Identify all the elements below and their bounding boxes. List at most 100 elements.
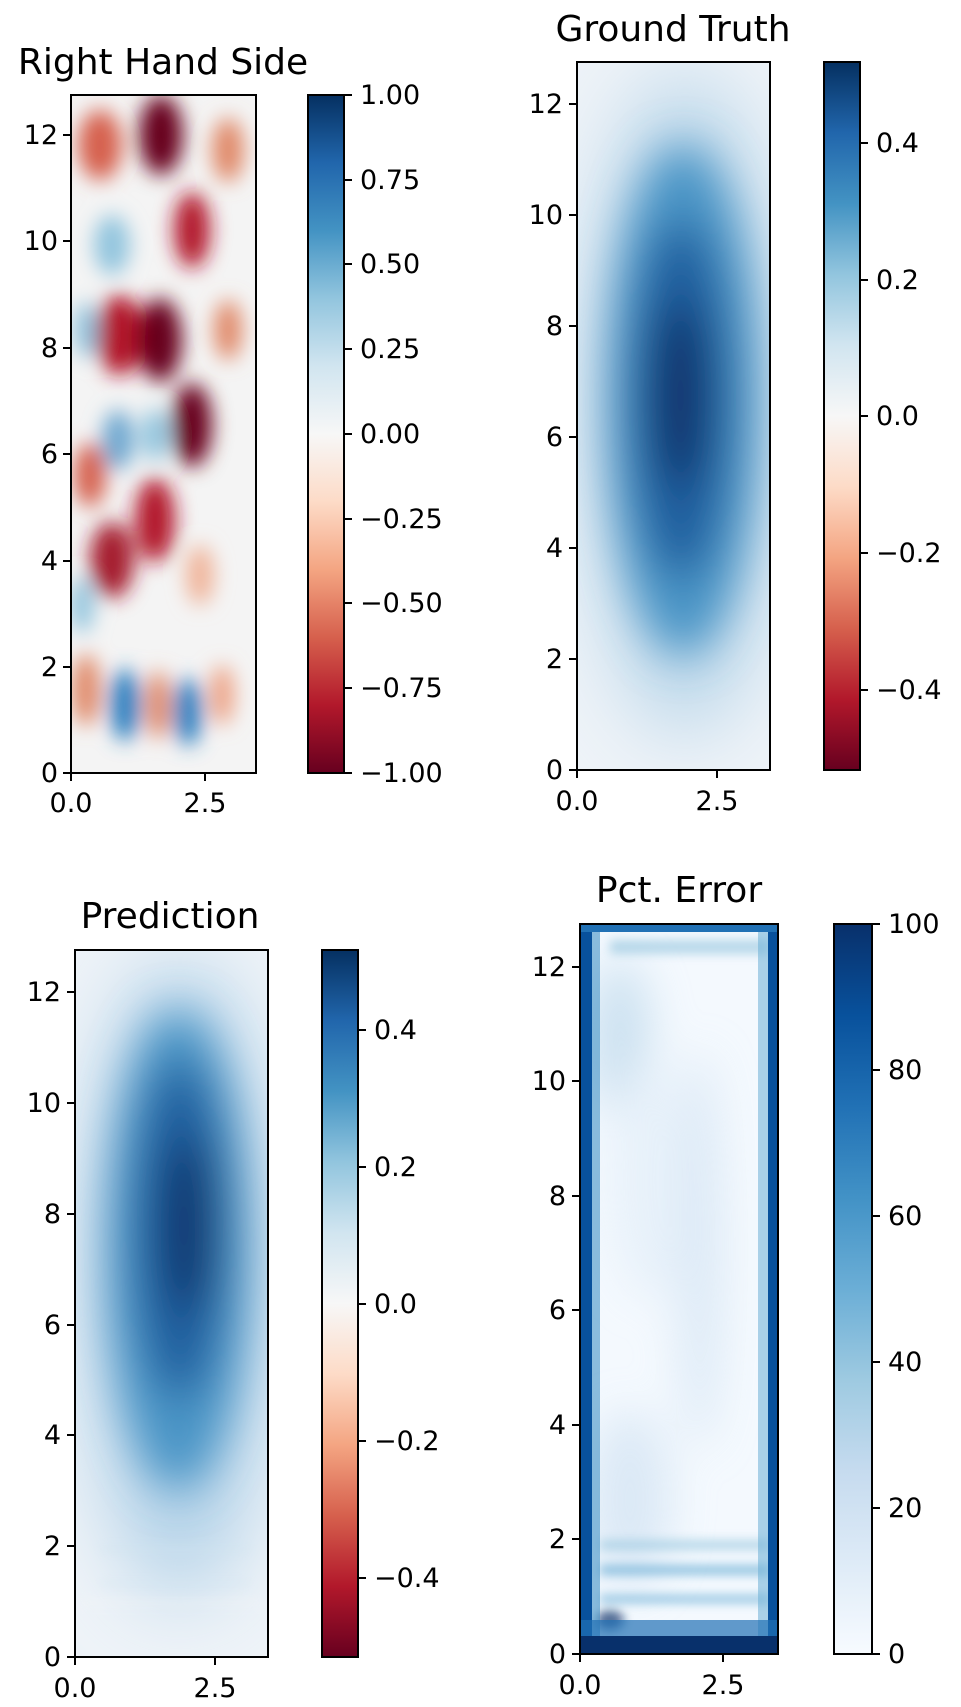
colorbar-tick-label: 100	[888, 909, 940, 940]
y-tick-label: 2	[549, 1524, 566, 1555]
colorbar-tick-label: 0.4	[876, 128, 919, 159]
y-tick-label: 4	[44, 1420, 61, 1451]
colorbar-tick-label: 0.50	[360, 249, 420, 280]
panel-prediction: Prediction 0 2 4	[27, 896, 440, 1704]
rhs-blob-pos	[102, 410, 134, 470]
colorbar-pred: 0.4 0.2 0.0 −0.2 −0.4	[321, 949, 440, 1658]
rhs-blob-pos	[174, 678, 202, 746]
colorbar-tick-label: 1.00	[360, 80, 420, 111]
y-tick-label: 0	[41, 758, 58, 789]
rhs-blob-pos	[110, 669, 140, 741]
axes-frame-err	[579, 923, 779, 1655]
rhs-blob-neg	[96, 295, 144, 375]
rhs-blob-pos	[71, 577, 94, 633]
panel-right-hand-side: Right Hand Side	[18, 42, 443, 819]
colorbar-ticks-err: 100 80 60 40 20 0	[872, 909, 940, 1670]
colorbar-tick-label: 0	[888, 1639, 905, 1670]
colorbar-tick-label: 60	[888, 1201, 922, 1232]
colorbar-tick-label: −0.25	[360, 504, 443, 535]
y-tick-label: 12	[24, 120, 58, 151]
y-tick-label: 10	[529, 200, 563, 231]
y-tick-label: 10	[27, 1088, 61, 1119]
x-tick-label: 2.5	[194, 1673, 237, 1704]
x-ticks-rhs: 0.0 2.5	[50, 773, 227, 819]
rhs-blob-pos	[94, 215, 130, 275]
axes-frame-rhs	[70, 94, 257, 774]
rhs-blob-neg	[72, 654, 100, 726]
colorbar-tick-label: 0.25	[360, 334, 420, 365]
colorbar-err: 100 80 60 40 20 0	[833, 909, 940, 1670]
panel-title-truth: Ground Truth	[555, 9, 790, 50]
colorbar-ticks-rhs: 1.00 0.75 0.50 0.25 0.00 −0.25 −0.50 −0.…	[344, 80, 443, 789]
panel-pct-error: Pct. Error	[532, 870, 940, 1701]
colorbar-truth: 0.4 0.2 0.0 −0.2 −0.4	[823, 61, 942, 771]
rhs-blob-neg	[90, 522, 134, 598]
y-tick-label: 12	[529, 89, 563, 120]
y-tick-label: 8	[546, 311, 563, 342]
colorbar-tick-label: 80	[888, 1055, 922, 1086]
heatmap-rhs	[71, 95, 256, 773]
y-tick-label: 4	[546, 533, 563, 564]
y-ticks-rhs: 0 2 4 6 8 10 12	[24, 120, 71, 789]
colorbar-tick-label: −0.2	[876, 538, 942, 569]
rhs-blob-neg	[210, 665, 234, 725]
rhs-blob-neg	[146, 671, 170, 739]
heatmap-err	[580, 924, 778, 1654]
colorbar-tick-label: −1.00	[360, 758, 443, 789]
rhs-blob-neg	[214, 300, 242, 360]
rhs-blob-neg	[138, 298, 182, 382]
axes-frame-truth	[576, 61, 771, 771]
colorbar-tick-label: 0.0	[876, 401, 919, 432]
x-tick-label: 0.0	[50, 788, 93, 819]
axes-frame-pred	[74, 949, 269, 1658]
rhs-blob-neg	[135, 478, 175, 562]
rhs-blob-neg	[174, 192, 210, 268]
y-tick-label: 10	[24, 226, 58, 257]
x-tick-label: 0.0	[559, 1670, 602, 1701]
x-ticks-pred: 0.0 2.5	[54, 1657, 237, 1704]
colorbar-tick-label: 0.2	[374, 1152, 417, 1183]
colorbar-tick-label: 0.75	[360, 165, 420, 196]
rhs-blob-neg	[186, 545, 214, 605]
y-tick-label: 2	[44, 1531, 61, 1562]
colorbar-tick-label: −0.2	[374, 1426, 440, 1457]
colorbar-ticks-truth: 0.4 0.2 0.0 −0.2 −0.4	[860, 128, 942, 706]
colorbar-tick-label: 0.00	[360, 419, 420, 450]
y-tick-label: 0	[546, 755, 563, 786]
panel-title-pred: Prediction	[81, 896, 260, 937]
colorbar-tick-label: −0.50	[360, 588, 443, 619]
y-tick-label: 8	[44, 1199, 61, 1230]
panel-title-err: Pct. Error	[596, 870, 762, 911]
rhs-blob-neg	[78, 110, 122, 180]
colorbar-tick-label: −0.4	[374, 1563, 440, 1594]
y-tick-label: 8	[549, 1181, 566, 1212]
heatmap-pred	[75, 950, 268, 1657]
x-tick-label: 0.0	[556, 786, 599, 817]
y-tick-label: 0	[44, 1642, 61, 1673]
y-tick-label: 2	[546, 644, 563, 675]
colorbar-tick-label: 0.0	[374, 1289, 417, 1320]
x-tick-label: 0.0	[54, 1673, 97, 1704]
x-ticks-err: 0.0 2.5	[559, 1654, 745, 1701]
x-tick-label: 2.5	[696, 786, 739, 817]
colorbar-tick-label: −0.4	[876, 675, 942, 706]
rhs-blob-neg	[74, 443, 106, 507]
colorbar-tick-label: 40	[888, 1347, 922, 1378]
rhs-blob-pos	[141, 409, 169, 461]
rhs-blob-neg	[139, 95, 183, 175]
y-tick-label: 6	[44, 1310, 61, 1341]
y-tick-label: 8	[41, 333, 58, 364]
x-tick-label: 2.5	[184, 788, 227, 819]
y-tick-label: 4	[549, 1410, 566, 1441]
y-ticks-pred: 0 2 4 6 8 10 12	[27, 977, 75, 1673]
y-tick-label: 12	[532, 952, 566, 983]
x-tick-label: 2.5	[702, 1670, 745, 1701]
colorbar-rhs: 1.00 0.75 0.50 0.25 0.00 −0.25 −0.50 −0.…	[307, 80, 443, 789]
y-ticks-truth: 0 2 4 6 8 10 12	[529, 89, 577, 786]
rhs-blob-pos	[74, 302, 98, 358]
rhs-blob-neg	[172, 383, 212, 467]
x-ticks-truth: 0.0 2.5	[556, 770, 739, 817]
colorbar-ticks-pred: 0.4 0.2 0.0 −0.2 −0.4	[358, 1015, 440, 1594]
heatmap-truth	[577, 62, 770, 770]
